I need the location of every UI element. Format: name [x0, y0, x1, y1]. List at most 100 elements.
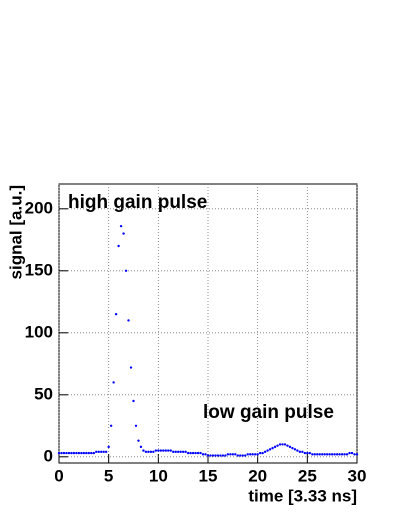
- y-tick-label: 0: [44, 446, 53, 465]
- data-point: [268, 448, 272, 451]
- data-point: [127, 319, 130, 322]
- data-point: [60, 451, 63, 455]
- data-point: [219, 454, 222, 457]
- data-point: [132, 399, 135, 403]
- data-point: [87, 451, 91, 455]
- data-point: [313, 453, 316, 456]
- data-point: [164, 449, 167, 452]
- data-point: [288, 445, 292, 449]
- data-point: [100, 450, 103, 454]
- data-point: [328, 453, 331, 456]
- data-point: [129, 366, 133, 369]
- data-point: [194, 451, 197, 455]
- x-tick-label: 20: [248, 466, 267, 485]
- data-point: [283, 443, 287, 446]
- data-point: [258, 451, 262, 455]
- data-point: [340, 453, 344, 456]
- data-point: [306, 451, 309, 455]
- data-point: [159, 449, 163, 452]
- y-tick-label: 100: [25, 322, 53, 341]
- data-point: [65, 451, 68, 455]
- x-tick-label: 15: [199, 466, 218, 485]
- y-tick-label: 50: [34, 384, 53, 403]
- data-point: [318, 453, 321, 456]
- data-point: [144, 450, 148, 454]
- data-point: [234, 453, 237, 456]
- x-tick-label: 5: [104, 466, 113, 485]
- data-point: [122, 232, 125, 235]
- data-point: [246, 453, 249, 456]
- data-point: [263, 450, 267, 454]
- data-point: [224, 454, 227, 457]
- data-point: [353, 453, 356, 456]
- data-point: [80, 451, 83, 455]
- data-point: [293, 448, 297, 451]
- data-point: [77, 451, 81, 455]
- x-tick-label: 30: [348, 466, 367, 485]
- data-point: [229, 453, 232, 456]
- x-tick-label: 0: [54, 466, 63, 485]
- annotation: high gain pulse: [68, 192, 207, 213]
- data-point: [308, 451, 312, 455]
- data-point: [301, 450, 304, 454]
- data-point: [345, 453, 349, 456]
- data-point: [241, 454, 244, 457]
- data-point: [70, 451, 73, 455]
- data-point: [72, 451, 76, 455]
- y-tick-label: 200: [25, 198, 53, 217]
- data-point: [186, 451, 190, 455]
- data-point: [109, 424, 113, 427]
- data-point: [181, 450, 185, 454]
- data-point: [303, 451, 307, 455]
- data-point: [179, 450, 182, 454]
- data-point: [343, 453, 346, 456]
- data-point: [271, 446, 274, 450]
- data-point: [311, 453, 314, 456]
- data-point: [177, 450, 180, 454]
- data-point: [226, 453, 230, 456]
- data-point: [137, 439, 140, 442]
- data-point: [236, 454, 239, 457]
- x-tick-label: 10: [149, 466, 168, 485]
- data-point: [162, 449, 165, 452]
- data-point: [82, 451, 86, 455]
- data-point: [157, 449, 160, 452]
- data-point: [62, 451, 66, 455]
- data-point: [251, 453, 254, 456]
- data-point: [323, 453, 326, 456]
- data-point: [333, 453, 336, 456]
- data-point: [169, 449, 172, 452]
- data-point: [75, 451, 78, 455]
- data-point: [142, 449, 145, 452]
- x-axis-title: time [3.33 ns]: [248, 486, 357, 505]
- data-point: [278, 443, 282, 446]
- data-point: [326, 453, 329, 456]
- data-point: [149, 450, 153, 454]
- data-point: [298, 450, 302, 454]
- data-point: [117, 244, 120, 248]
- data-point: [191, 451, 195, 455]
- data-point: [239, 454, 242, 457]
- data-point: [184, 450, 187, 454]
- data-point: [147, 450, 150, 454]
- data-point: [355, 453, 359, 456]
- data-point: [281, 443, 284, 446]
- data-point: [102, 450, 105, 454]
- data-point: [201, 453, 205, 456]
- data-point: [338, 453, 341, 456]
- data-point: [154, 449, 158, 452]
- data-point: [316, 453, 319, 456]
- data-point: [104, 450, 108, 454]
- data-point: [204, 453, 207, 456]
- data-point: [214, 454, 217, 457]
- data-point: [119, 224, 123, 228]
- data-point: [209, 454, 212, 457]
- data-point: [206, 454, 210, 457]
- data-point: [253, 453, 257, 456]
- y-tick-label: 150: [25, 260, 53, 279]
- data-point: [167, 449, 170, 452]
- data-point: [335, 453, 339, 456]
- y-axis-title: signal [a.u.]: [6, 185, 25, 279]
- data-point: [211, 454, 215, 457]
